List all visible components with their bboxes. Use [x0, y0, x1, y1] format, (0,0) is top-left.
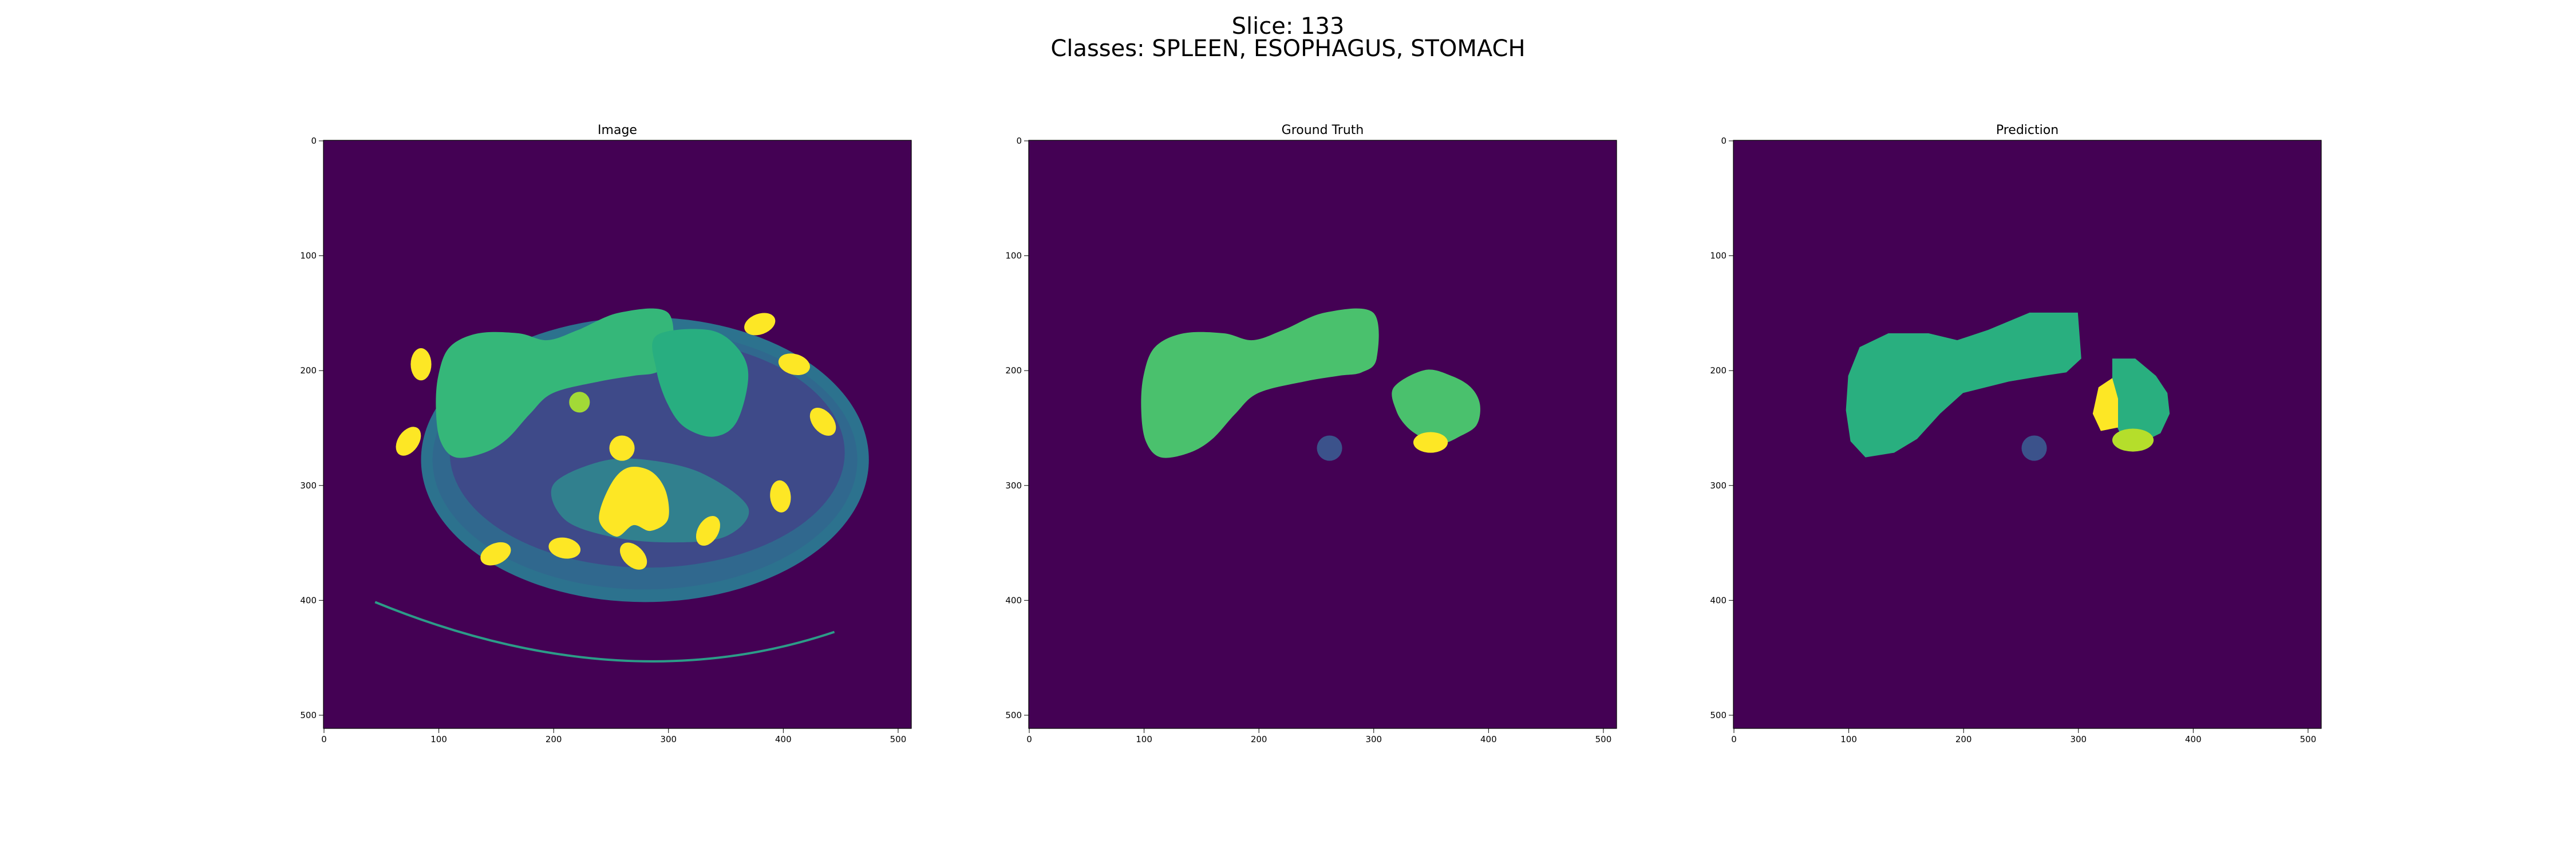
rib [744, 313, 776, 336]
y-tick-label: 300 [1710, 480, 1726, 491]
esophagus-mask [1317, 435, 1342, 461]
vessel [569, 392, 590, 413]
rib [809, 407, 836, 436]
image-background [1029, 140, 1617, 728]
panel-image: Image 0 100 200 300 400 500 0 100 200 300 400 500 [300, 123, 912, 744]
stomach-mask [1392, 369, 1480, 444]
spleen-prediction [2092, 378, 2118, 431]
x-tick-label: 200 [546, 734, 562, 744]
figure-title-classes: Classes: SPLEEN, ESOPHAGUS, STOMACH [1050, 36, 1526, 62]
y-tick-label: 0 [1721, 136, 1726, 146]
x-tick-label: 0 [321, 734, 327, 744]
y-tick-label: 100 [1710, 251, 1726, 261]
y-tick-label: 400 [1005, 595, 1022, 605]
y-tick-label: 500 [1005, 710, 1022, 720]
y-tick-label: 400 [1710, 595, 1726, 605]
y-tick-label: 200 [1005, 365, 1022, 376]
panel-prediction: Prediction 0 100 200 300 400 500 0 100 200 300 400 5… [1710, 123, 2322, 744]
x-tick-label: 200 [1251, 734, 1267, 744]
spleen-mask [1413, 432, 1448, 453]
x-tick-label: 0 [1026, 734, 1032, 744]
axes-frame [323, 140, 912, 729]
rib [396, 427, 421, 456]
x-tick-label: 400 [775, 734, 792, 744]
y-tick-label: 500 [300, 710, 317, 720]
rib [696, 516, 720, 546]
x-tick-label: 500 [890, 734, 907, 744]
liver-mask [1141, 308, 1379, 458]
x-tick-label: 300 [660, 734, 677, 744]
x-tick-label: 300 [2070, 734, 2087, 744]
y-tick-label: 200 [1710, 365, 1726, 376]
y-tick-label: 200 [300, 365, 317, 376]
rib [770, 480, 791, 513]
y-tick-label: 100 [1005, 251, 1022, 261]
x-tick-label: 400 [2185, 734, 2202, 744]
panel-title: Ground Truth [1282, 123, 1364, 137]
panel-title: Image [598, 123, 637, 137]
x-tick-label: 200 [1955, 734, 1972, 744]
rib [548, 537, 581, 559]
x-tick-label: 100 [1136, 734, 1152, 744]
x-tick-label: 500 [2300, 734, 2317, 744]
y-tick-label: 500 [1710, 710, 1726, 720]
esophagus-prediction-2 [2112, 428, 2154, 452]
rib [619, 542, 647, 570]
esophagus-prediction [2021, 435, 2047, 461]
scanner-table [374, 601, 835, 663]
x-tick-label: 0 [1731, 734, 1737, 744]
axes-frame [1733, 140, 2322, 729]
y-tick-label: 300 [1005, 480, 1022, 491]
rib [778, 353, 810, 376]
liver [436, 308, 674, 458]
y-tick-label: 400 [300, 595, 317, 605]
axes-frame [1028, 140, 1617, 729]
liver-prediction [1846, 312, 2081, 458]
stomach [652, 329, 749, 437]
y-tick-label: 0 [1016, 136, 1022, 146]
y-tick-label: 100 [300, 251, 317, 261]
x-tick-label: 100 [430, 734, 447, 744]
vertebra [599, 466, 669, 537]
figure-title-slice: Slice: 133 [1231, 13, 1345, 40]
y-tick-label: 300 [300, 480, 317, 491]
aorta [609, 435, 635, 461]
image-background [1733, 140, 2321, 728]
stomach-prediction [2112, 358, 2170, 442]
y-tick-label: 0 [311, 136, 317, 146]
rib [410, 348, 432, 381]
x-tick-label: 400 [1480, 734, 1497, 744]
panel-ground-truth: Ground Truth 0 100 200 300 400 500 0 100 200 300 40… [1005, 123, 1617, 744]
rib [480, 542, 511, 566]
x-tick-label: 100 [1840, 734, 1857, 744]
panel-title: Prediction [1996, 123, 2059, 137]
x-tick-label: 500 [1595, 734, 1612, 744]
x-tick-label: 300 [1365, 734, 1382, 744]
